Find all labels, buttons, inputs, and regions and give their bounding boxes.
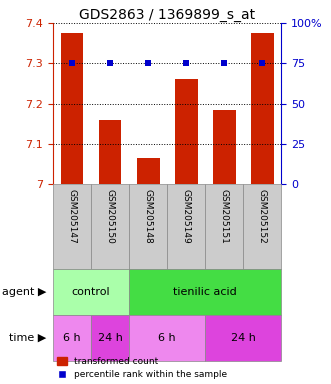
Text: 6 h: 6 h [158, 333, 176, 343]
Text: GSM205150: GSM205150 [106, 189, 115, 243]
Point [70, 60, 75, 66]
Bar [175, 79, 198, 184]
Point [183, 60, 189, 66]
Bar [243, 184, 281, 269]
Text: time ▶: time ▶ [9, 333, 46, 343]
Text: agent ▶: agent ▶ [2, 287, 46, 297]
Bar [53, 184, 91, 269]
Text: control: control [72, 287, 110, 297]
Bar [205, 315, 281, 361]
Point [260, 60, 265, 66]
Bar [129, 269, 281, 315]
Bar [99, 120, 121, 184]
Text: GSM205149: GSM205149 [182, 189, 191, 243]
Text: GSM205151: GSM205151 [220, 189, 229, 243]
Text: 24 h: 24 h [98, 333, 122, 343]
Bar [129, 184, 167, 269]
Bar [205, 184, 243, 269]
Title: GDS2863 / 1369899_s_at: GDS2863 / 1369899_s_at [79, 8, 255, 22]
Bar [53, 315, 91, 361]
Point [107, 60, 113, 66]
Point [221, 60, 227, 66]
Bar [213, 110, 236, 184]
Text: tienilic acid: tienilic acid [173, 287, 237, 297]
Bar [91, 315, 129, 361]
Bar [61, 33, 83, 184]
Bar [167, 184, 205, 269]
Bar [137, 158, 160, 184]
Legend: transformed count, percentile rank within the sample: transformed count, percentile rank withi… [58, 357, 227, 379]
Point [145, 60, 151, 66]
Bar [129, 315, 205, 361]
Text: 6 h: 6 h [63, 333, 81, 343]
Text: GSM205147: GSM205147 [68, 189, 76, 243]
Bar [91, 184, 129, 269]
Text: GSM205152: GSM205152 [258, 189, 267, 243]
Text: GSM205148: GSM205148 [144, 189, 153, 243]
Bar [53, 269, 129, 315]
Text: 24 h: 24 h [231, 333, 256, 343]
Bar [251, 33, 274, 184]
